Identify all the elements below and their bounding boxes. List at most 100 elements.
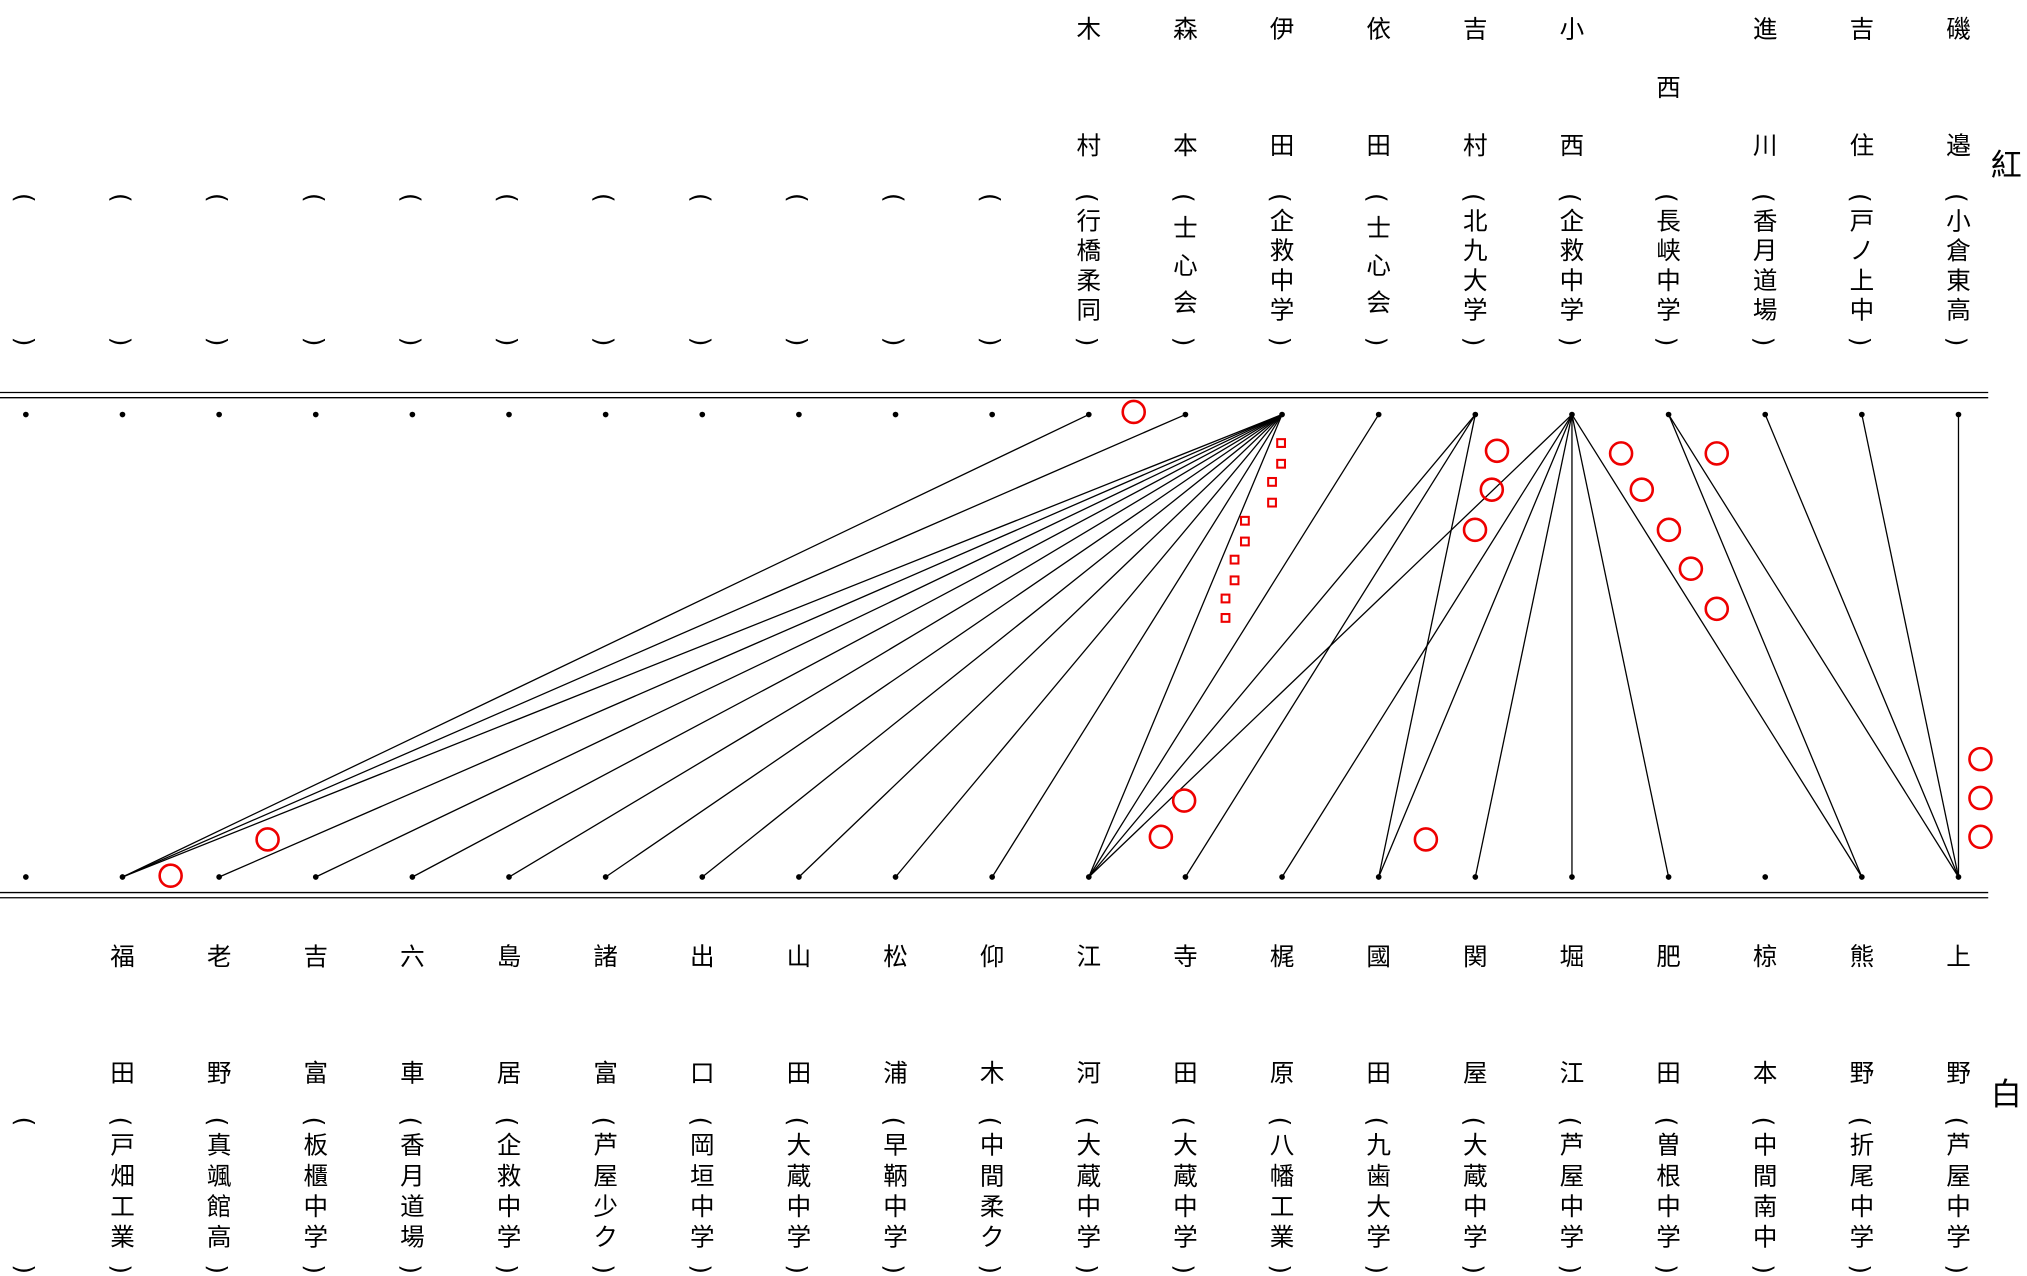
match-line xyxy=(122,413,1090,878)
win-circle xyxy=(255,827,280,852)
position-dot xyxy=(1859,411,1865,418)
match-line xyxy=(1088,414,1380,878)
win-circle xyxy=(1968,824,1993,850)
player-affiliation: () xyxy=(880,193,909,346)
player-affiliation: () xyxy=(10,193,39,346)
win-square xyxy=(1267,497,1277,508)
player-affiliation: (士心会) xyxy=(1169,193,1198,346)
player-name: 松浦 xyxy=(883,942,908,1088)
match-line xyxy=(1378,414,1476,878)
position-dot xyxy=(1182,411,1189,418)
player-affiliation: () xyxy=(686,193,715,346)
player-name: 吉富 xyxy=(303,942,328,1088)
match-line xyxy=(1668,414,1960,878)
team-label: 紅 xyxy=(1991,148,2022,184)
player-name: 江河 xyxy=(1077,942,1102,1088)
player-name: 諸富 xyxy=(593,942,618,1088)
position-dot xyxy=(1955,411,1962,418)
player-affiliation: (北九大学) xyxy=(1459,193,1488,346)
match-line xyxy=(798,414,1283,878)
player-affiliation: (板櫃中学) xyxy=(300,1117,329,1274)
position-dot xyxy=(1085,411,1092,418)
win-circle xyxy=(158,863,183,889)
win-square xyxy=(1276,458,1287,469)
match-line xyxy=(1571,414,1670,878)
match-line xyxy=(122,413,1186,878)
win-square xyxy=(1229,554,1240,565)
position-dot xyxy=(699,411,706,418)
match-line xyxy=(1088,414,1476,878)
player-affiliation: () xyxy=(107,193,136,346)
frame-lines xyxy=(0,391,1989,899)
position-dot xyxy=(23,874,29,880)
win-square xyxy=(1267,476,1277,487)
position-dot xyxy=(1569,874,1575,880)
match-line xyxy=(605,414,1283,878)
player-affiliation: (早鞆中学) xyxy=(880,1117,909,1274)
win-circle xyxy=(1148,824,1174,850)
win-square xyxy=(1239,536,1250,547)
match-line xyxy=(1571,414,1863,878)
position-dot xyxy=(1665,874,1672,880)
player-name: 福田 xyxy=(110,942,135,1088)
win-square xyxy=(1229,575,1240,586)
player-affiliation: (大蔵中学) xyxy=(1169,1117,1198,1274)
position-dot xyxy=(989,874,996,880)
position-dot xyxy=(119,874,126,880)
player-name: 吉住 xyxy=(1850,15,1875,161)
win-circle xyxy=(1704,596,1730,622)
position-dot xyxy=(312,411,319,418)
position-dot xyxy=(506,411,512,418)
position-dot xyxy=(602,411,609,418)
match-line xyxy=(218,413,1283,878)
match-line xyxy=(1088,414,1283,878)
player-affiliation: (芦屋中学) xyxy=(1943,1117,1972,1274)
player-affiliation: () xyxy=(396,193,425,346)
player-affiliation: (香月道場) xyxy=(1749,193,1778,346)
player-name: 堀江 xyxy=(1560,942,1585,1088)
player-affiliation: () xyxy=(203,193,232,346)
position-dot xyxy=(892,411,899,418)
player-name: 出口 xyxy=(690,942,715,1088)
player-affiliation: (中間柔ク) xyxy=(976,1117,1005,1274)
player-name: 依田 xyxy=(1366,15,1391,161)
player-affiliation: () xyxy=(300,193,329,346)
player-affiliation: (大蔵中学) xyxy=(1073,1117,1102,1274)
player-affiliation: (士心会) xyxy=(1363,193,1392,346)
position-dot xyxy=(23,411,29,418)
player-name: 木村 xyxy=(1077,15,1102,161)
win-square xyxy=(1276,438,1287,448)
player-affiliation: (企救中学) xyxy=(1266,193,1295,346)
player-affiliation: (企救中学) xyxy=(493,1117,522,1274)
player-name: 吉村 xyxy=(1463,15,1488,161)
win-circle xyxy=(1629,477,1655,502)
win-circle xyxy=(1704,441,1730,466)
position-dot xyxy=(1859,874,1865,880)
player-name: 関屋 xyxy=(1463,942,1488,1088)
win-circle xyxy=(1968,785,1993,811)
match-line xyxy=(895,414,1283,878)
player-name: 進川 xyxy=(1753,15,1778,161)
match-line xyxy=(1764,414,1960,878)
match-line xyxy=(412,413,1283,878)
position-dot xyxy=(1375,411,1382,418)
position-dot xyxy=(506,874,512,880)
player-name: 寺田 xyxy=(1173,942,1198,1088)
player-affiliation: (長峡中学) xyxy=(1653,193,1682,346)
match-line xyxy=(1474,414,1573,878)
player-affiliation: (戸畑工業) xyxy=(107,1117,136,1274)
match-line xyxy=(1184,414,1476,878)
win-square xyxy=(1220,612,1231,623)
win-circle xyxy=(1608,441,1634,466)
position-dot xyxy=(1955,874,1962,880)
player-name: 森本 xyxy=(1173,15,1198,161)
position-dot xyxy=(1375,874,1382,880)
player-affiliation: () xyxy=(10,1117,39,1274)
player-affiliation: (芦屋少ク) xyxy=(590,1117,619,1274)
match-lines xyxy=(122,413,1960,878)
position-dot xyxy=(1472,874,1479,880)
match-line xyxy=(991,414,1283,878)
player-affiliation: (折尾中学) xyxy=(1846,1117,1875,1274)
player-affiliation: () xyxy=(590,193,619,346)
